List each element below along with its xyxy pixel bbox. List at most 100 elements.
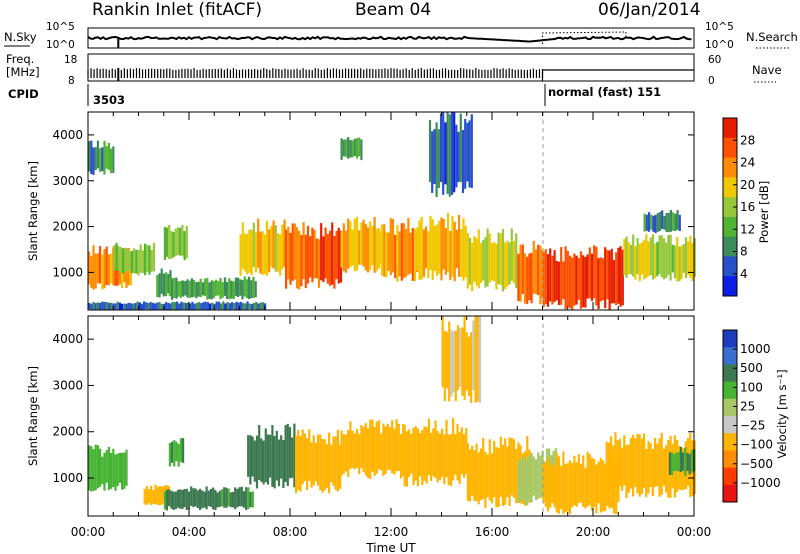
power-region-1-stripe bbox=[135, 249, 138, 274]
velocity-region-5-stripe bbox=[299, 436, 302, 492]
power-region-6-stripe bbox=[320, 223, 323, 281]
power-region-15-stripe bbox=[178, 303, 181, 310]
power-region-12-stripe bbox=[546, 254, 550, 307]
power-region-10-stripe bbox=[506, 240, 509, 287]
power-region-7-stripe bbox=[349, 221, 352, 268]
velocity-region-10-stripe bbox=[575, 462, 578, 507]
power-region-13-stripe bbox=[649, 237, 652, 276]
velocity-region-10-stripe bbox=[615, 464, 618, 514]
power-region-7-stripe bbox=[351, 229, 354, 266]
power-region-14-stripe bbox=[650, 214, 653, 230]
power-x-ticks bbox=[87, 112, 695, 310]
power-region-13-stripe bbox=[693, 238, 696, 277]
power-region-6-stripe bbox=[300, 234, 303, 287]
velocity-region-2-stripe bbox=[251, 491, 254, 508]
noise-right-tick-low: 10^0 bbox=[705, 39, 734, 51]
velocity-region-3-stripe bbox=[182, 438, 185, 463]
power-region-12-stripe bbox=[588, 247, 591, 299]
velocity-region-2-stripe bbox=[220, 489, 224, 507]
velocity-region-6-stripe bbox=[384, 426, 387, 474]
power-region-14-stripe bbox=[663, 215, 666, 230]
velocity-region-10-stripe bbox=[579, 463, 583, 503]
power-region-13-stripe bbox=[684, 237, 688, 278]
power-region-0-stripe bbox=[105, 246, 108, 285]
velocity-region-10-stripe bbox=[551, 463, 554, 504]
power-region-4-stripe bbox=[186, 279, 189, 298]
velocity-region-10-stripe bbox=[560, 465, 563, 510]
velocity-region-8-stripe bbox=[495, 447, 498, 508]
velocity-region-10-stripe bbox=[590, 457, 594, 511]
velocity-region-12-stripe bbox=[671, 452, 674, 476]
velocity-region-6-stripe bbox=[399, 434, 403, 479]
velocity-region-8-stripe bbox=[479, 448, 483, 501]
power-region-8-stripe bbox=[398, 231, 401, 277]
velocity-colorbar-segment-3 bbox=[723, 381, 737, 400]
velocity-region-2-stripe bbox=[207, 490, 210, 507]
velocity-region-7-stripe bbox=[436, 430, 439, 483]
x-tick-label-4: 16:00 bbox=[475, 525, 510, 539]
power-region-6-stripe bbox=[311, 227, 314, 283]
velocity-ytick-label-1000: 1000 bbox=[52, 471, 83, 485]
power-region-8-stripe bbox=[396, 225, 399, 282]
velocity-region-2-stripe bbox=[196, 490, 199, 508]
velocity-region-6-stripe bbox=[347, 430, 350, 477]
power-region-18-stripe bbox=[347, 137, 350, 159]
velocity-region-7-stripe bbox=[456, 424, 459, 481]
power-region-15-stripe bbox=[140, 303, 143, 310]
power-region-15-stripe bbox=[136, 301, 139, 310]
power-region-5-stripe bbox=[283, 219, 286, 267]
power-region-10-stripe bbox=[493, 241, 496, 282]
power-region-15-stripe bbox=[143, 301, 146, 310]
power-region-7-stripe bbox=[355, 216, 359, 271]
power-region-16-stripe bbox=[446, 112, 449, 194]
power-region-14-stripe bbox=[667, 212, 670, 233]
velocity-region-10-stripe bbox=[577, 454, 580, 504]
power-region-10-stripe bbox=[501, 229, 505, 292]
power-region-17-stripe bbox=[107, 142, 110, 170]
power-colorbar-segment-7 bbox=[723, 256, 737, 277]
power-region-15-stripe bbox=[88, 302, 91, 310]
power-region-12-stripe bbox=[577, 258, 580, 300]
power-region-1-stripe bbox=[124, 247, 127, 273]
velocity-region-4-stripe bbox=[251, 436, 254, 477]
freq-tick-high: 18 bbox=[64, 54, 77, 66]
velocity-region-7-stripe bbox=[423, 426, 426, 481]
velocity-region-10-stripe bbox=[604, 463, 607, 512]
velocity-region-2-stripe bbox=[212, 487, 215, 510]
velocity-region-3-stripe bbox=[179, 438, 182, 462]
power-colorbar-segment-1 bbox=[723, 137, 737, 159]
velocity-region-8-stripe bbox=[488, 439, 491, 501]
power-region-11-stripe bbox=[532, 240, 535, 294]
power-region-6-stripe bbox=[331, 222, 334, 285]
x-tick-label-2: 08:00 bbox=[273, 525, 308, 539]
velocity-region-6-stripe bbox=[377, 420, 381, 470]
velocity-region-1-stripe bbox=[161, 486, 164, 505]
velocity-region-2-stripe bbox=[203, 491, 206, 508]
velocity-region-7-stripe bbox=[458, 431, 461, 484]
velocity-region-10-stripe bbox=[584, 468, 587, 509]
power-region-5-stripe bbox=[257, 218, 260, 268]
velocity-region-6-stripe bbox=[353, 433, 356, 470]
power-region-8-stripe bbox=[411, 227, 414, 281]
power-region-15-stripe bbox=[220, 303, 223, 310]
power-region-14-stripe bbox=[643, 213, 646, 232]
power-region-4-stripe bbox=[204, 278, 207, 297]
velocity-region-8-stripe bbox=[468, 449, 472, 502]
power-region-8-stripe bbox=[389, 218, 392, 276]
power-region-15-stripe bbox=[110, 302, 113, 310]
velocity-region-6-stripe bbox=[397, 423, 400, 472]
power-colorbar-segment-4 bbox=[723, 197, 737, 218]
velocity-region-4-stripe bbox=[266, 434, 270, 485]
power-region-17-stripe bbox=[92, 147, 95, 175]
power-region-16-stripe bbox=[464, 119, 467, 189]
velocity-region-5-stripe bbox=[319, 434, 322, 491]
power-region-5-stripe bbox=[270, 226, 273, 268]
velocity-region-12-stripe bbox=[684, 447, 687, 477]
velocity-region-10-stripe bbox=[566, 463, 569, 512]
power-region-5-stripe bbox=[254, 232, 258, 273]
power-region-9-stripe bbox=[455, 229, 458, 269]
power-region-14-stripe bbox=[669, 210, 673, 232]
power-region-12-stripe bbox=[549, 248, 552, 302]
velocity-region-9-stripe bbox=[521, 459, 524, 500]
velocity-region-7-stripe bbox=[449, 434, 452, 486]
